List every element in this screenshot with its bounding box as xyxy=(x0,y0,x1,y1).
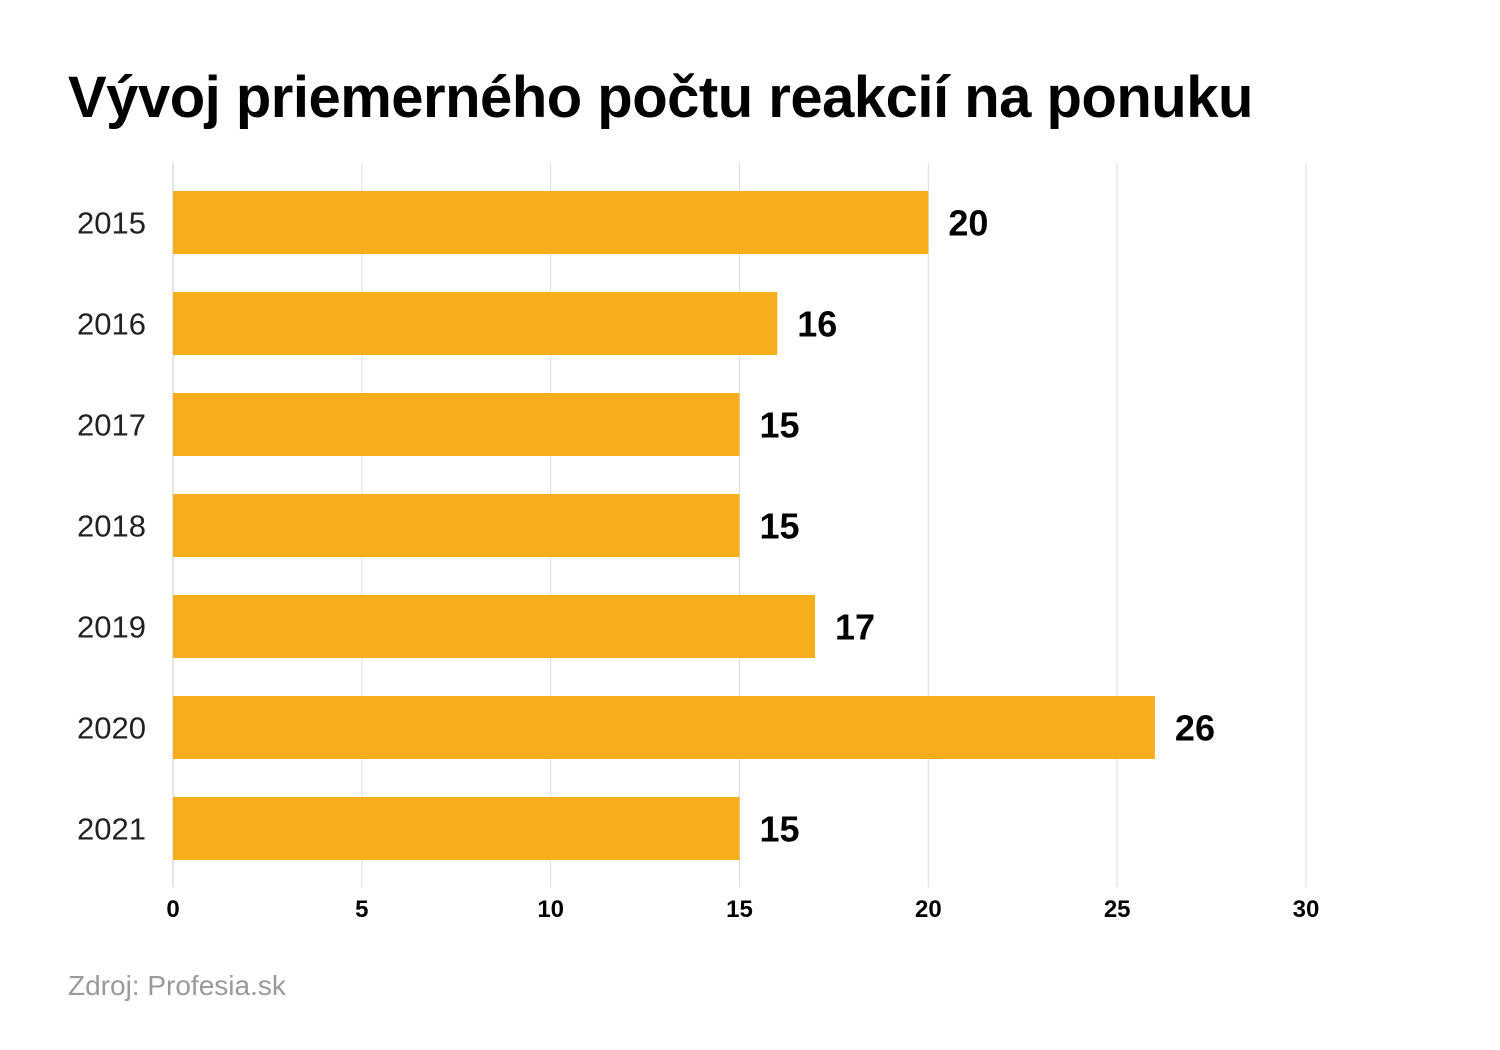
bar-2020 xyxy=(173,696,1155,759)
value-label-2016: 16 xyxy=(797,304,837,345)
category-label-2020: 2020 xyxy=(77,711,146,746)
value-label-2020: 26 xyxy=(1175,708,1215,749)
category-label-2018: 2018 xyxy=(77,509,146,544)
x-tick-label: 30 xyxy=(1293,896,1320,923)
bar-2019 xyxy=(173,595,816,658)
x-tick-label: 25 xyxy=(1104,896,1131,923)
category-label-2021: 2021 xyxy=(77,812,146,847)
x-tick-label: 20 xyxy=(915,896,942,923)
category-labels: 2015 2016 2017 2018 2019 2020 2021 xyxy=(77,206,146,847)
value-label-2017: 15 xyxy=(760,405,800,446)
x-tick-label: 5 xyxy=(355,896,368,923)
x-tick-label: 0 xyxy=(166,896,179,923)
value-label-2015: 20 xyxy=(948,203,988,244)
value-label-2019: 17 xyxy=(835,607,875,648)
x-axis: 0 5 10 15 20 25 30 xyxy=(166,896,1319,923)
value-label-2018: 15 xyxy=(760,506,800,547)
bar-2017 xyxy=(173,393,740,456)
x-tick-label: 10 xyxy=(537,896,564,923)
bar-2015 xyxy=(173,191,929,254)
category-label-2017: 2017 xyxy=(77,408,146,443)
source-note: Zdroj: Profesia.sk xyxy=(68,970,286,1001)
category-label-2015: 2015 xyxy=(77,206,146,241)
category-label-2019: 2019 xyxy=(77,610,146,645)
bar-2021 xyxy=(173,797,740,860)
bar-2016 xyxy=(173,292,778,355)
bar-2018 xyxy=(173,494,740,557)
chart-title: Vývoj priemerného počtu reakcií na ponuk… xyxy=(68,65,1253,130)
bars xyxy=(173,191,1155,860)
x-tick-label: 15 xyxy=(726,896,753,923)
value-label-2021: 15 xyxy=(760,809,800,850)
category-label-2016: 2016 xyxy=(77,307,146,342)
value-labels: 20 16 15 15 17 26 15 xyxy=(760,203,1215,850)
